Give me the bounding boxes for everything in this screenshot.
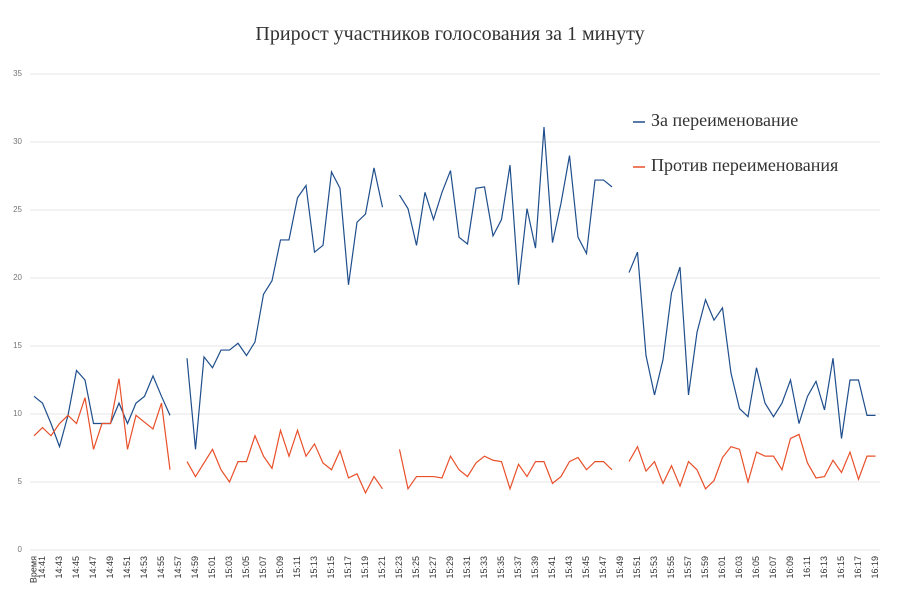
x-tick-label: 15:31 <box>462 556 472 579</box>
x-tick-label: 15:35 <box>496 556 506 579</box>
x-tick-label: 15:53 <box>649 556 659 579</box>
y-tick-label: 30 <box>13 137 22 146</box>
x-tick-label: 14:59 <box>190 556 200 579</box>
x-tick-label: 15:51 <box>632 556 642 579</box>
x-tick-label: 15:21 <box>377 556 387 579</box>
y-tick-label: 25 <box>13 205 22 214</box>
x-tick-label: 15:37 <box>513 556 523 579</box>
x-tick-label: 14:45 <box>71 556 81 579</box>
x-tick-label: 15:55 <box>666 556 676 579</box>
x-tick-label: 14:53 <box>139 556 149 579</box>
x-tick-label: 14:49 <box>105 556 115 579</box>
x-tick-label: 14:57 <box>173 556 183 579</box>
x-tick-label: 15:13 <box>309 556 319 579</box>
x-tick-label: 15:19 <box>360 556 370 579</box>
y-tick-label: 10 <box>13 409 22 418</box>
x-tick-label: 14:41 <box>37 556 47 579</box>
x-tick-label: 15:57 <box>683 556 693 579</box>
x-tick-label: 16:07 <box>768 556 778 579</box>
x-tick-label: 16:19 <box>870 556 880 579</box>
x-tick-label: 16:17 <box>853 556 863 579</box>
x-tick-label: 16:03 <box>734 556 744 579</box>
legend-label: Против переименования <box>651 155 838 175</box>
x-tick-label: 14:43 <box>54 556 64 579</box>
x-tick-label: 15:25 <box>411 556 421 579</box>
y-tick-label: 5 <box>18 477 23 486</box>
x-tick-label: 14:47 <box>88 556 98 579</box>
x-tick-label: 14:55 <box>156 556 166 579</box>
x-tick-label: 16:13 <box>819 556 829 579</box>
x-tick-label: 15:17 <box>343 556 353 579</box>
x-tick-label: 15:01 <box>207 556 217 579</box>
legend-label: За переименование <box>651 110 798 130</box>
x-tick-label: 15:49 <box>615 556 625 579</box>
x-tick-label: 15:23 <box>394 556 404 579</box>
x-tick-label: 15:11 <box>292 556 302 578</box>
x-tick-label: 16:05 <box>751 556 761 579</box>
y-tick-label: 15 <box>13 341 22 350</box>
x-tick-label: 16:15 <box>836 556 846 579</box>
series-line <box>33 378 876 495</box>
x-tick-label: 15:43 <box>564 556 574 579</box>
x-tick-label: 15:03 <box>224 556 234 579</box>
series-line <box>33 126 876 450</box>
x-tick-label: 15:41 <box>547 556 557 579</box>
x-tick-label: 15:33 <box>479 556 489 579</box>
y-tick-label: 0 <box>18 545 23 554</box>
x-tick-label: 15:29 <box>445 556 455 579</box>
x-tick-label: 14:51 <box>122 556 132 579</box>
x-tick-label: 15:09 <box>275 556 285 579</box>
y-tick-label: 20 <box>13 273 22 282</box>
x-tick-label: 15:07 <box>258 556 268 579</box>
x-tick-label: 16:01 <box>717 556 727 579</box>
x-tick-label: 15:05 <box>241 556 251 579</box>
x-tick-label: 15:45 <box>581 556 591 579</box>
x-tick-label: 15:27 <box>428 556 438 579</box>
x-tick-label: 15:15 <box>326 556 336 579</box>
chart-title: Прирост участников голосования за 1 мину… <box>255 23 644 45</box>
x-tick-label: Время <box>28 556 38 583</box>
x-tick-label: 16:09 <box>785 556 795 579</box>
x-tick-label: 15:59 <box>700 556 710 579</box>
x-tick-label: 15:47 <box>598 556 608 579</box>
x-tick-label: 16:11 <box>802 556 812 578</box>
x-tick-label: 15:39 <box>530 556 540 579</box>
y-tick-label: 35 <box>13 69 22 78</box>
